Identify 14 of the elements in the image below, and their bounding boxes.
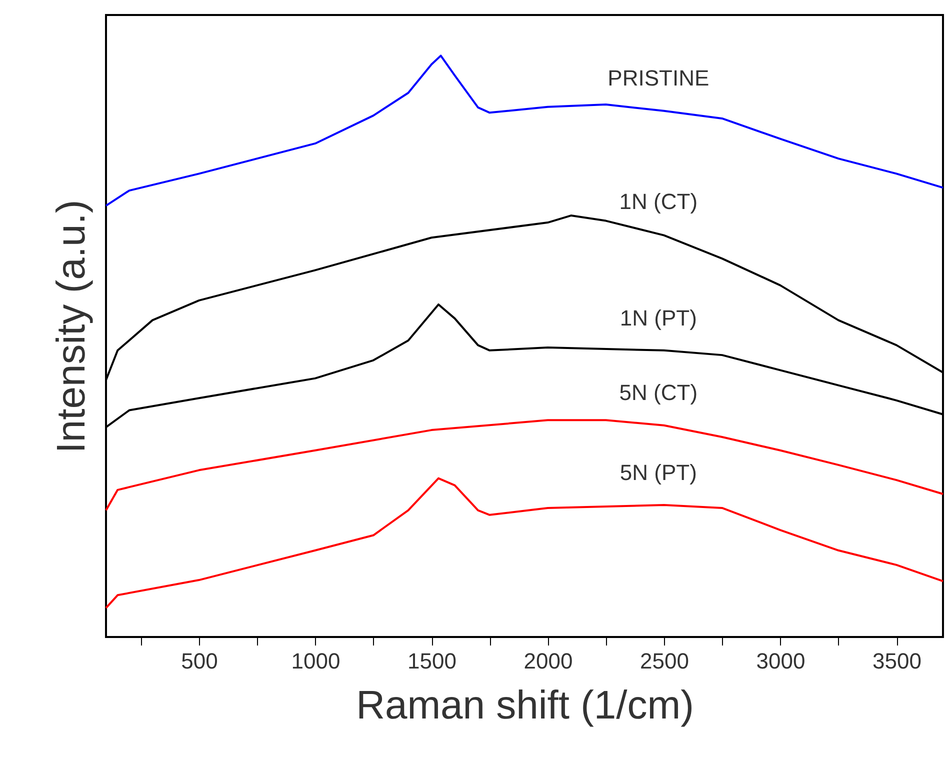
- x-tick-label: 1000: [291, 648, 340, 674]
- series-label: 5N (CT): [619, 380, 698, 405]
- x-tick-label: 3500: [872, 648, 922, 674]
- x-axis-title: Raman shift (1/cm): [356, 684, 694, 728]
- x-tick-label: 500: [181, 648, 218, 674]
- series-label: 5N (PT): [620, 460, 697, 486]
- y-axis-title: Intensity (a.u.): [50, 200, 94, 454]
- series-label: PRISTINE: [608, 65, 710, 90]
- x-tick-label: 3000: [756, 648, 806, 674]
- series-label: 1N (CT): [619, 188, 698, 214]
- x-tick-label: 1500: [408, 648, 456, 674]
- x-tick-label: 2000: [524, 648, 573, 674]
- x-tick-label: 2500: [640, 648, 689, 674]
- series-label: 1N (PT): [620, 305, 697, 330]
